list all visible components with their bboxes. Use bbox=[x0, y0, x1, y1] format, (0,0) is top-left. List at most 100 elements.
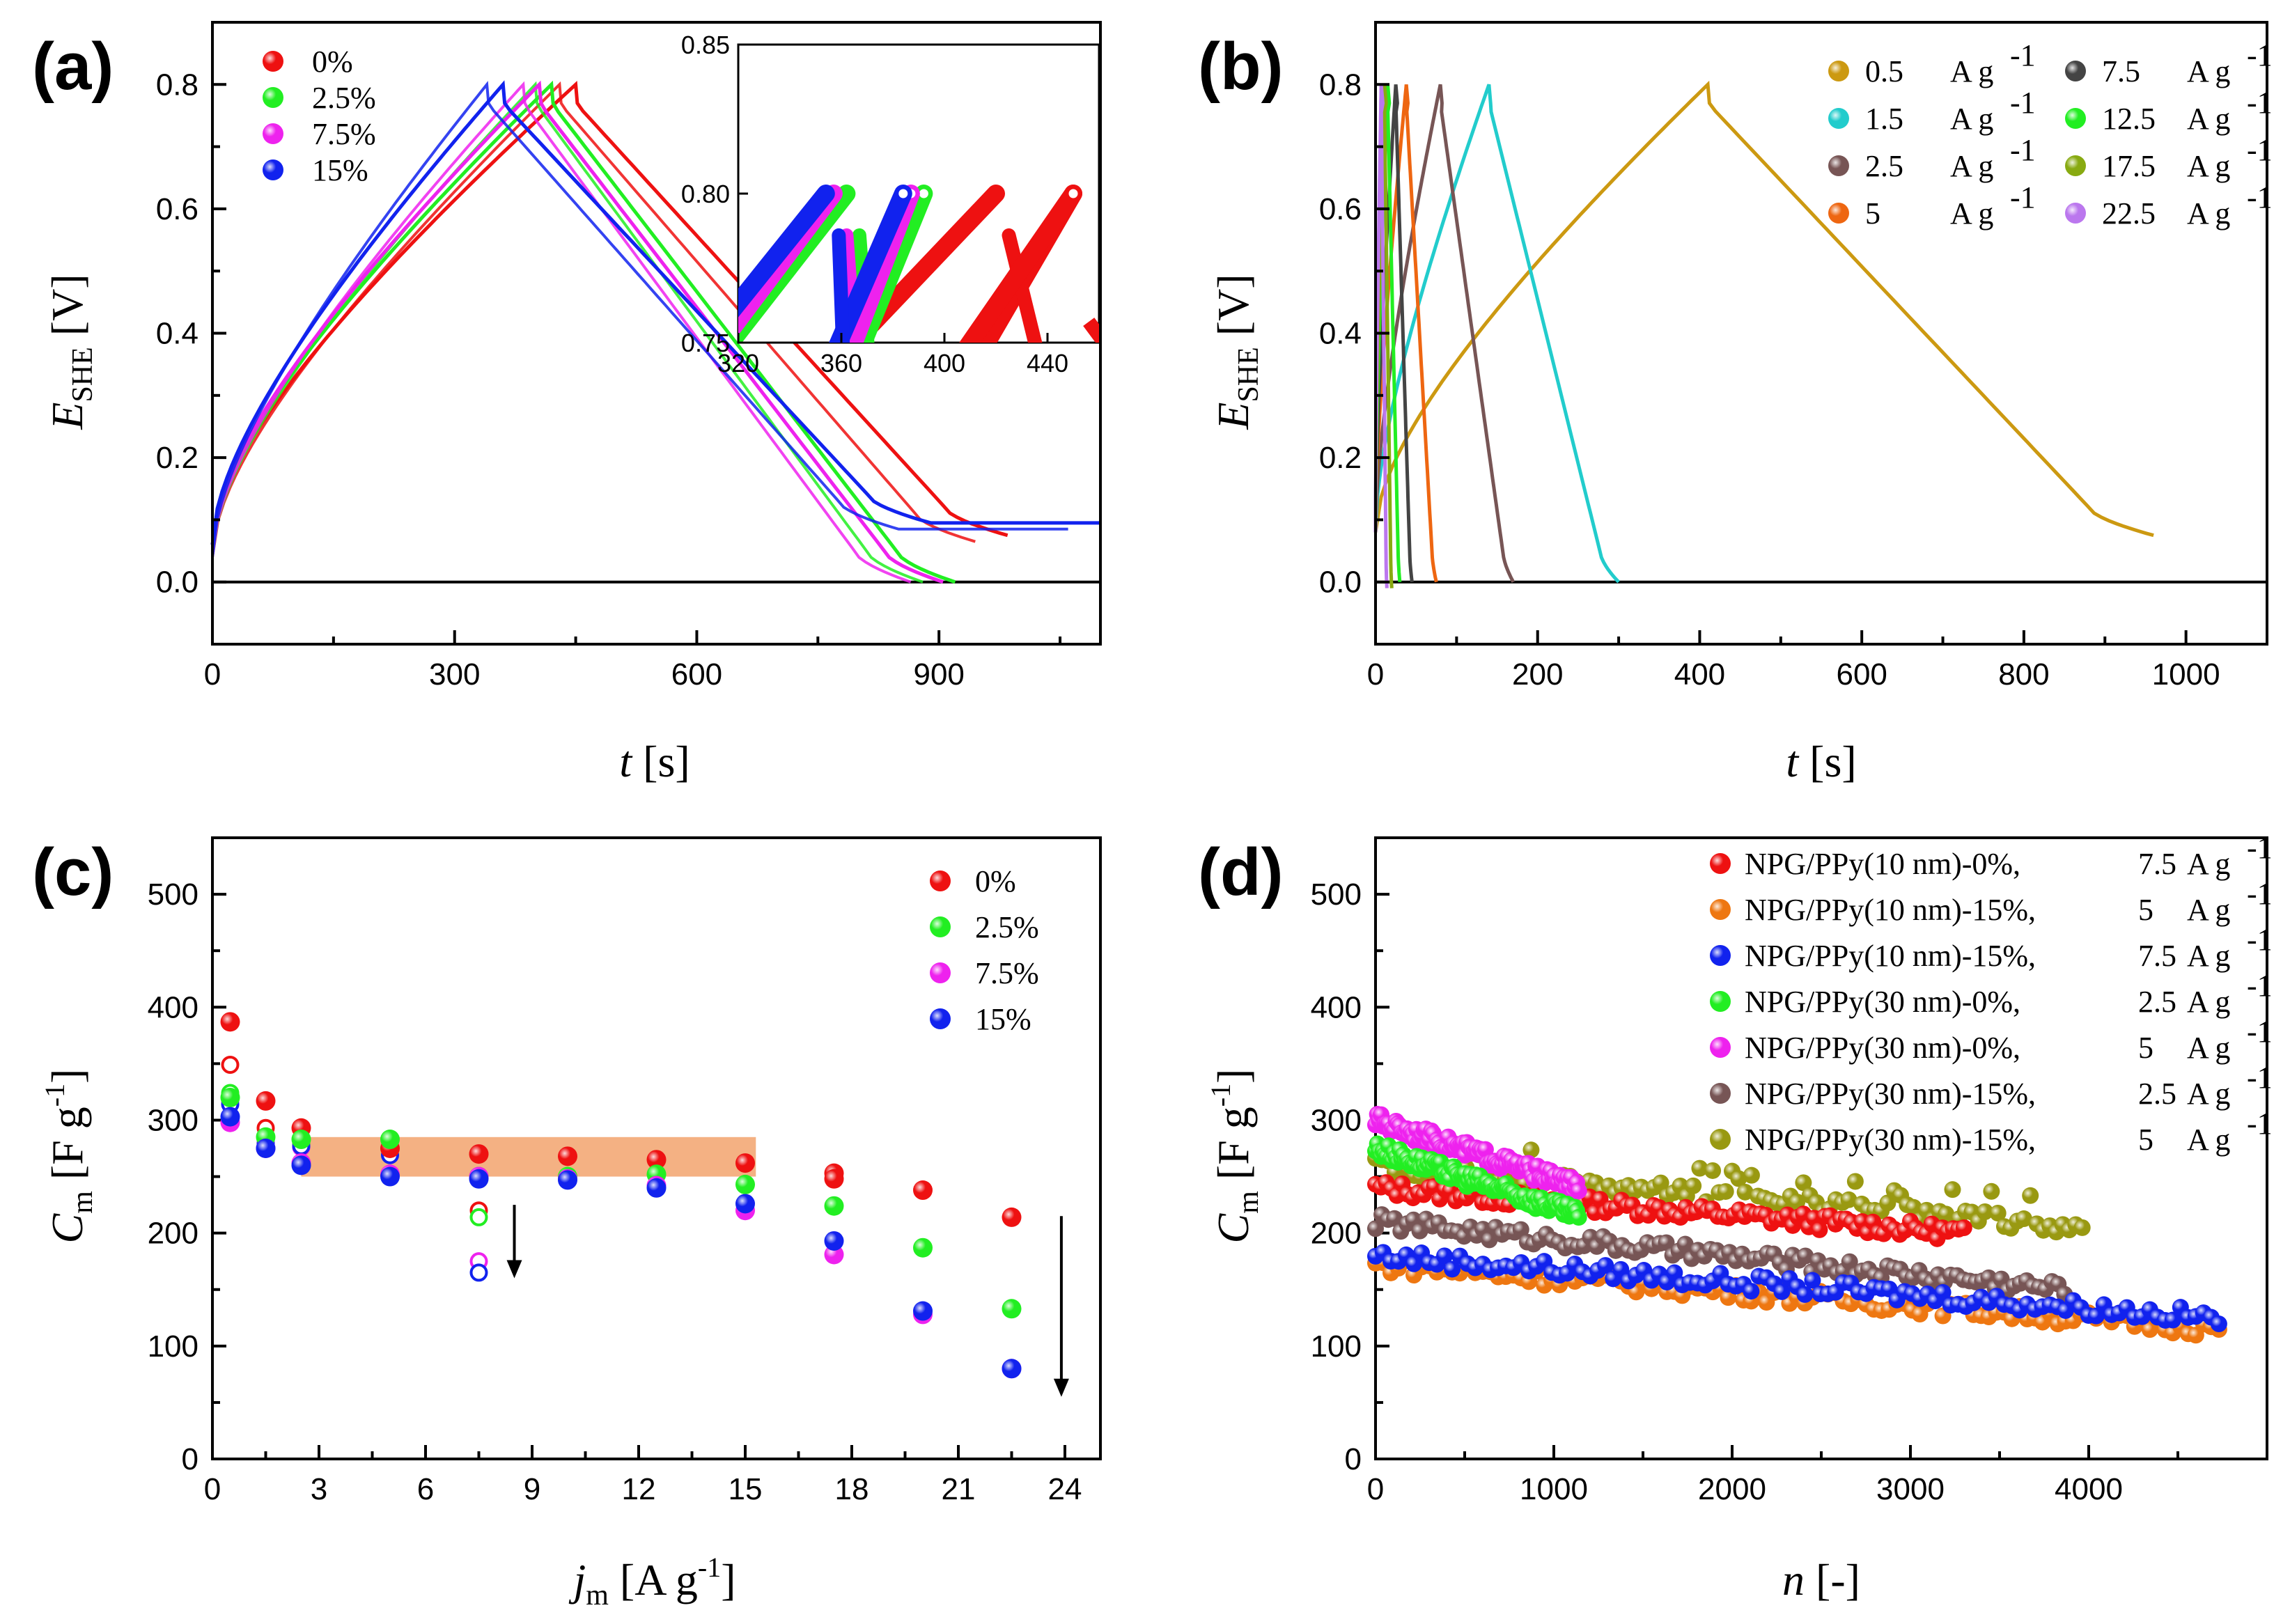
data-point-highlight bbox=[1002, 1207, 1022, 1227]
cycle-point-highlight bbox=[1811, 1221, 1828, 1238]
cycle-point bbox=[1938, 1205, 1955, 1223]
cycle-point bbox=[2073, 1219, 2091, 1236]
cycle-point bbox=[1730, 1170, 1747, 1187]
data-point bbox=[646, 1178, 667, 1198]
inset-y-tick-label: 0.75 bbox=[681, 329, 730, 357]
legend-marker bbox=[930, 1008, 951, 1029]
cycle-point bbox=[1570, 1182, 1587, 1200]
panel-b-y-tick-label: 0.2 bbox=[1319, 441, 1362, 475]
legend-marker-highlight bbox=[930, 916, 951, 937]
cycle-point-highlight bbox=[1597, 1257, 1614, 1274]
inset-rise bbox=[959, 185, 1082, 343]
cycle-point-highlight bbox=[1743, 1283, 1760, 1300]
panel-b-x-tick-label: 200 bbox=[1512, 657, 1563, 692]
cycle-point-highlight bbox=[1367, 1220, 1384, 1237]
cycle-point-highlight bbox=[2073, 1219, 2091, 1236]
panel-b-series-line bbox=[1373, 84, 1620, 584]
legend-marker-highlight bbox=[2065, 203, 2086, 224]
legend-marker-highlight bbox=[2065, 108, 2086, 129]
legend-name: NPG/PPy(10 nm)-0%, bbox=[1745, 847, 2020, 881]
legend-marker bbox=[1828, 108, 1849, 129]
inset-rise bbox=[738, 185, 835, 318]
cycle-point bbox=[1846, 1173, 1864, 1190]
cycle-point bbox=[1367, 1220, 1384, 1237]
panel-label-a: (a) bbox=[32, 29, 114, 104]
cycle-point bbox=[2022, 1187, 2039, 1204]
data-point bbox=[1002, 1299, 1022, 1319]
legend-label: 2.5% bbox=[975, 910, 1039, 944]
data-point bbox=[558, 1170, 577, 1190]
panel-b-x-tick-label: 0 bbox=[1367, 657, 1384, 692]
legend-marker-highlight bbox=[263, 51, 283, 72]
panel-d-x-tick-label: 2000 bbox=[1698, 1472, 1766, 1506]
panel-c-x-tick-label: 9 bbox=[524, 1472, 540, 1506]
data-point bbox=[824, 1196, 844, 1216]
legend-marker bbox=[2065, 203, 2086, 224]
legend-marker bbox=[1828, 203, 1849, 224]
cycle-point-highlight bbox=[1736, 1183, 1754, 1201]
data-point-highlight bbox=[913, 1237, 933, 1258]
cycle-point bbox=[1522, 1141, 1540, 1159]
legend-marker-highlight bbox=[1828, 203, 1849, 224]
data-point-highlight bbox=[646, 1150, 667, 1170]
legend-marker-highlight bbox=[930, 962, 951, 983]
cycle-point bbox=[1597, 1257, 1614, 1274]
panel-a-series-line bbox=[211, 81, 912, 584]
cycle-point-highlight bbox=[1386, 1210, 1403, 1227]
open-marker bbox=[469, 1208, 488, 1226]
panel-label-d: (d) bbox=[1198, 835, 1284, 909]
cycle-point-highlight bbox=[1938, 1205, 1955, 1223]
panel-a-y-axis-title: ESHE [V] bbox=[42, 274, 99, 430]
legend-marker bbox=[1828, 155, 1849, 176]
cycle-point bbox=[1658, 1234, 1675, 1251]
inset-x-tick-label: 440 bbox=[1027, 349, 1068, 377]
panel-d-chart: 0 1000 2000 3000 4000 0 100 200 300 400 500 NPG/PP… bbox=[1205, 831, 2273, 1605]
legend-marker bbox=[930, 916, 951, 937]
legend-unit: A g bbox=[1950, 149, 1993, 183]
legend-value: 5 bbox=[1865, 196, 1880, 231]
legend-value: 2.5 bbox=[1865, 149, 1903, 183]
data-point bbox=[824, 1169, 844, 1189]
inset-fall bbox=[832, 228, 850, 343]
legend-unit-sup: -1 bbox=[2247, 180, 2273, 214]
cycle-point-highlight bbox=[1570, 1209, 1587, 1226]
cycle-point bbox=[1773, 1283, 1791, 1300]
panel-d-x-tick-label: 1000 bbox=[1520, 1472, 1588, 1506]
legend-rate: 2.5 bbox=[2138, 1077, 2176, 1111]
legend-unit-sup: -1 bbox=[2010, 133, 2036, 167]
legend-marker-highlight bbox=[1710, 1037, 1731, 1058]
data-point bbox=[291, 1130, 311, 1150]
cycle-point bbox=[1691, 1160, 1708, 1177]
data-point-highlight bbox=[380, 1130, 400, 1150]
legend-marker bbox=[1828, 61, 1849, 81]
legend-marker bbox=[263, 51, 283, 72]
data-point bbox=[913, 1301, 933, 1321]
data-point-highlight bbox=[256, 1139, 276, 1158]
data-point-highlight bbox=[824, 1244, 844, 1265]
legend-unit-sup: -1 bbox=[2247, 38, 2273, 72]
legend-name: NPG/PPy(30 nm)-0%, bbox=[1745, 985, 2020, 1019]
legend-label: 15% bbox=[975, 1002, 1031, 1036]
panel-b-y-tick-label: 0.6 bbox=[1319, 192, 1362, 226]
legend-name: NPG/PPy(30 nm)-0%, bbox=[1745, 1031, 2020, 1065]
legend-unit: A g bbox=[2187, 1123, 2230, 1157]
cycle-point bbox=[1797, 1247, 1814, 1265]
panel-b-x-tick-label: 600 bbox=[1836, 657, 1887, 692]
legend-value: 1.5 bbox=[1865, 102, 1903, 136]
panel-d-y-tick-label: 400 bbox=[1311, 990, 1362, 1024]
panel-a-y-tick-label: 0.4 bbox=[156, 317, 198, 351]
cycle-point-highlight bbox=[1944, 1181, 1961, 1199]
inset-rise bbox=[841, 185, 1005, 343]
data-point bbox=[824, 1231, 844, 1251]
panel-c-x-axis-title: jm [A g-1] bbox=[568, 1552, 735, 1611]
legend-marker bbox=[263, 123, 283, 144]
panel-d-y-tick-label: 300 bbox=[1311, 1103, 1362, 1137]
panel-d-legend: NPG/PPy(10 nm)-0%, 7.5 A g -1 NPG/PPy(10 nm)… bbox=[1710, 831, 2273, 1157]
data-point-highlight bbox=[291, 1130, 311, 1150]
panel-a-chart: 0 300 600 900 0.0 0.2 0.4 0.6 0.8 320 360 400 440 0.… bbox=[42, 21, 1102, 786]
data-point bbox=[256, 1139, 276, 1158]
cycle-point-highlight bbox=[1717, 1182, 1734, 1200]
panel-c-y-tick-label: 500 bbox=[148, 877, 198, 912]
inset-frame bbox=[737, 43, 1100, 344]
